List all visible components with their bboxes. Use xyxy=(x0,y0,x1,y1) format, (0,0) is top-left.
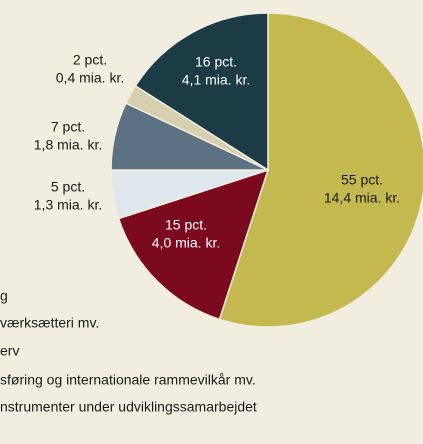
slice-label: 15 pct. xyxy=(165,217,207,233)
legend-entry: g xyxy=(0,288,8,304)
slice-amount: 4,0 mia. kr. xyxy=(152,235,220,251)
slice-amount: 14,4 mia. kr. xyxy=(324,190,400,206)
slice-amount: 1,8 mia. kr. xyxy=(34,137,102,153)
slice-label: 16 pct. xyxy=(195,54,237,70)
pie-slice xyxy=(117,168,270,321)
slice-amount: 0,4 mia. kr. xyxy=(56,70,124,86)
legend-entry: erv xyxy=(0,343,19,359)
slice-label: 2 pct. xyxy=(73,52,107,68)
pie-slice xyxy=(134,12,269,172)
slice-amount: 1,3 mia. kr. xyxy=(34,197,102,213)
legend-entry: nstrumenter under udviklingssamarbejdet xyxy=(0,399,257,415)
pie-slice xyxy=(218,12,423,328)
legend-entry: sføring og internationale rammevilkår mv… xyxy=(0,372,256,388)
slice-amount: 4,1 mia. kr. xyxy=(182,72,250,88)
slice-label: 7 pct. xyxy=(51,119,85,135)
slice-label: 55 pct. xyxy=(341,172,383,188)
legend-entry: værksætteri mv. xyxy=(0,315,99,331)
slice-label: 5 pct. xyxy=(51,179,85,195)
